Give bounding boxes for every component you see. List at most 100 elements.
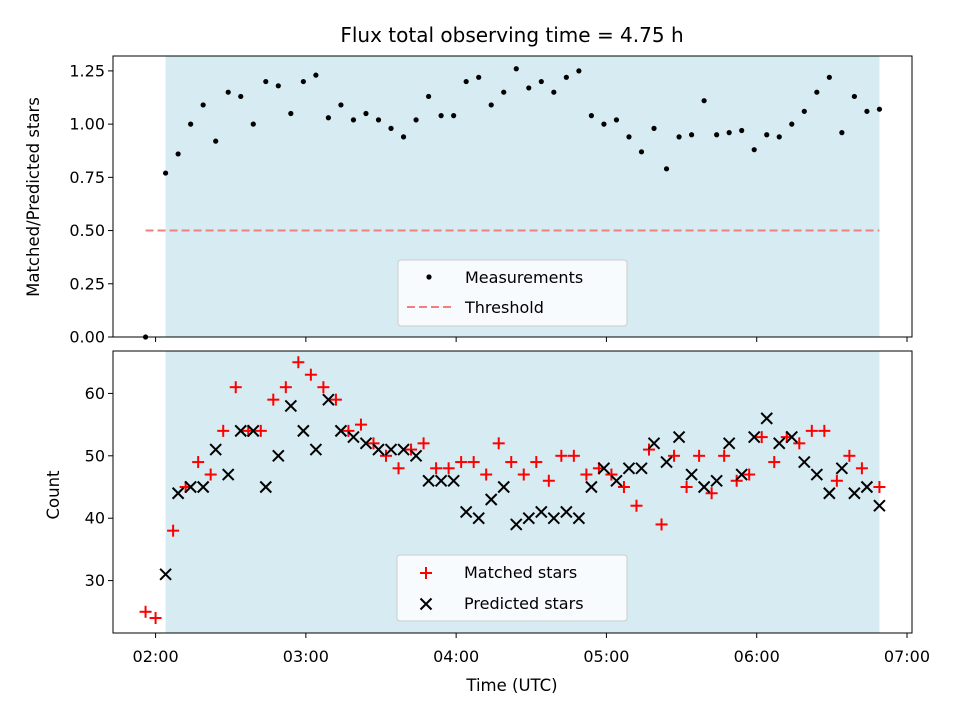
measurement-point — [400, 134, 407, 140]
matched-star-point — [843, 449, 856, 462]
measurement-point — [451, 113, 457, 119]
measurement-point — [814, 89, 820, 95]
predicted-star-point — [422, 474, 435, 487]
cross-b — [284, 399, 298, 413]
measurement-point — [275, 83, 281, 89]
predicted-star-point — [785, 430, 798, 444]
x-tick-label: 06:00 — [734, 647, 780, 666]
cross-b — [547, 511, 561, 525]
matched-star-point — [755, 431, 768, 444]
measurement-point — [601, 121, 607, 127]
measurement-point — [839, 130, 845, 136]
cross-b — [785, 430, 798, 444]
bottom-legend-box — [396, 554, 628, 622]
cross-b — [472, 511, 485, 525]
predicted-star-point — [171, 487, 185, 500]
matched-star-point — [304, 368, 317, 381]
measurement-point — [413, 117, 419, 123]
bottom-x-ticks: 02:00 03:00 04:00 05:00 06:00 07:00 — [133, 633, 930, 666]
predicted-star-point — [697, 480, 711, 494]
legend-cross — [419, 597, 433, 611]
x-tick-label: 05:00 — [583, 647, 629, 666]
matched-star-point — [467, 456, 480, 469]
measurement-point — [288, 110, 294, 117]
matched-star-point — [793, 437, 806, 450]
predicted-star-point — [873, 499, 886, 512]
predicted-star-point — [798, 455, 811, 469]
predicted-star-point — [685, 468, 698, 481]
matched-star-point — [279, 381, 292, 394]
cross-b — [359, 437, 373, 450]
y-tick-label: 1.00 — [69, 115, 105, 134]
measurement-point — [776, 134, 782, 140]
measurement-point — [739, 127, 745, 134]
predicted-star-point — [860, 480, 874, 494]
cross-b — [823, 487, 836, 500]
matched-star-point — [768, 456, 781, 469]
predicted-star-point — [735, 468, 748, 481]
measurement-point — [551, 89, 557, 95]
cross-b — [334, 424, 348, 438]
matched-star-point — [542, 474, 555, 487]
matched-star-point — [149, 612, 162, 625]
matched-star-point — [718, 449, 731, 462]
measurement-point — [588, 113, 594, 119]
measurement-point — [488, 102, 494, 108]
cross-b — [635, 462, 648, 475]
cross-b — [347, 430, 360, 444]
measurement-point — [726, 130, 732, 136]
top-panel: 0.00 0.25 0.50 0.75 1.00 1.25 Measurements Th… — [69, 55, 913, 347]
top-plot-frame — [112, 55, 913, 338]
measurement-point — [801, 108, 807, 114]
cross-b — [247, 424, 260, 438]
measurement-point — [851, 93, 857, 100]
cross-b — [322, 393, 335, 406]
measurement-point — [826, 74, 832, 80]
matched-star-point — [555, 449, 568, 462]
matched-star-point — [367, 437, 380, 450]
measurement-point — [300, 78, 306, 85]
predicted-star-point — [347, 430, 360, 444]
matched-star-point — [805, 424, 818, 437]
matched-star-point — [267, 393, 280, 406]
legend-matched-label: Matched stars — [464, 563, 577, 582]
cross-b — [222, 468, 235, 481]
predicted-star-point — [635, 462, 648, 475]
predicted-star-point — [747, 430, 761, 444]
predicted-star-point — [522, 511, 535, 525]
cross-b — [384, 443, 398, 456]
cross-b — [860, 480, 874, 494]
predicted-star-point — [497, 480, 510, 494]
measurement-point — [663, 166, 670, 172]
matched-star-point — [405, 443, 418, 456]
top-y-axis-label: Matched/Predicted stars — [24, 97, 43, 297]
cross-b — [397, 443, 410, 456]
measurement-point — [162, 170, 169, 176]
measurement-point — [751, 147, 757, 153]
cross-b — [159, 568, 172, 581]
measurement-point — [613, 117, 620, 123]
matched-star-point — [354, 418, 367, 431]
measurement-point — [638, 149, 645, 155]
matched-star-point — [139, 605, 152, 618]
measurement-point — [350, 117, 357, 123]
cross-b — [171, 487, 185, 500]
cross-b — [522, 511, 535, 525]
matched-star-point — [567, 449, 580, 462]
matched-star-point — [380, 449, 393, 462]
cross-b — [209, 443, 222, 456]
cross-b — [309, 443, 323, 456]
chart-title: Flux total observing time = 4.75 h — [340, 23, 683, 47]
measurement-point — [701, 98, 707, 104]
predicted-star-point — [672, 430, 686, 444]
measurement-point — [576, 68, 582, 74]
matched-star-point — [480, 468, 493, 481]
legend-matched-marker — [420, 567, 432, 579]
matched-star-point — [342, 424, 355, 437]
top-legend: Measurements Threshold — [397, 259, 628, 327]
matched-star-point — [630, 499, 643, 512]
measurement-point — [363, 110, 369, 117]
measurement-point — [463, 78, 469, 85]
cross-b — [510, 518, 523, 531]
